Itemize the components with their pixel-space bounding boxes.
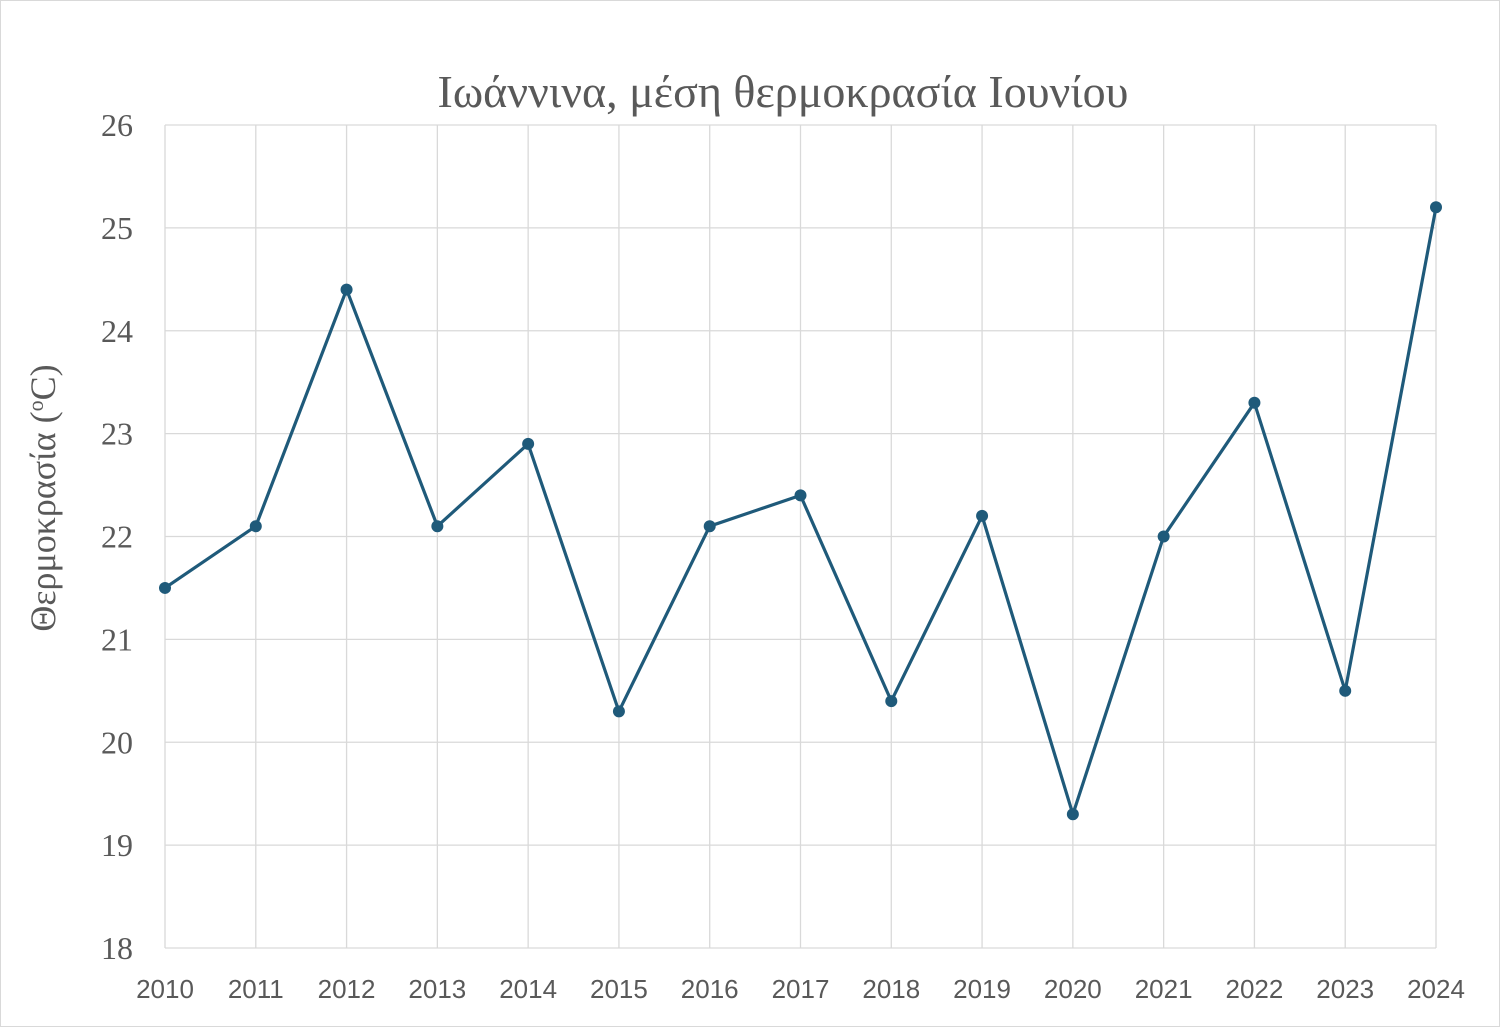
data-point bbox=[522, 437, 535, 450]
y-tick-label: 21 bbox=[101, 621, 133, 657]
x-tick-label: 2024 bbox=[1407, 974, 1465, 1004]
x-tick-label: 2012 bbox=[318, 974, 376, 1004]
data-point bbox=[1339, 684, 1352, 697]
series bbox=[159, 201, 1442, 821]
data-point bbox=[1066, 808, 1079, 821]
y-tick-label: 19 bbox=[101, 827, 133, 863]
y-tick-label: 25 bbox=[101, 210, 133, 246]
y-axis-label-degree: o bbox=[23, 400, 48, 411]
x-tick-label: 2010 bbox=[136, 974, 194, 1004]
x-tick-label: 2019 bbox=[953, 974, 1011, 1004]
x-tick-label: 2013 bbox=[408, 974, 466, 1004]
data-point bbox=[794, 489, 807, 502]
data-point bbox=[340, 283, 353, 296]
data-point bbox=[885, 695, 898, 708]
y-tick-label: 23 bbox=[101, 416, 133, 452]
data-point bbox=[1430, 201, 1442, 214]
x-tick-label: 2020 bbox=[1044, 974, 1102, 1004]
x-tick-label: 2022 bbox=[1226, 974, 1284, 1004]
x-tick-label: 2018 bbox=[862, 974, 920, 1004]
data-point bbox=[1248, 396, 1261, 409]
x-tick-label: 2011 bbox=[228, 974, 284, 1004]
y-tick-label: 26 bbox=[101, 107, 133, 143]
data-point bbox=[1157, 530, 1170, 543]
data-point bbox=[431, 520, 444, 533]
y-axis-label: Θερμοκρασία (oC) bbox=[23, 364, 64, 631]
data-point bbox=[612, 705, 625, 718]
x-tick-label: 2023 bbox=[1316, 974, 1374, 1004]
y-tick-label: 20 bbox=[101, 724, 133, 760]
y-axis-label-unit: C) bbox=[23, 364, 63, 400]
x-tick-label: 2017 bbox=[772, 974, 830, 1004]
y-axis-label-text: Θερμοκρασία ( bbox=[23, 411, 63, 631]
y-tick-label: 18 bbox=[101, 930, 133, 966]
y-tick-label: 24 bbox=[101, 313, 133, 349]
x-tick-label: 2015 bbox=[590, 974, 648, 1004]
data-point bbox=[159, 581, 171, 594]
data-point bbox=[249, 520, 262, 533]
data-point bbox=[703, 520, 716, 533]
chart-title: Ιωάννινα, μέση θερμοκρασία Ιουνίου bbox=[438, 66, 1129, 117]
grid bbox=[164, 124, 1437, 949]
x-tick-label: 2014 bbox=[499, 974, 557, 1004]
y-axis-ticks: 18 19 20 21 22 23 24 25 26 bbox=[101, 107, 133, 966]
x-tick-label: 2016 bbox=[681, 974, 739, 1004]
x-axis-ticks: 2010 2011 2012 2013 2014 2015 2016 2017 2018 2019… bbox=[136, 974, 1465, 1004]
data-point bbox=[976, 509, 989, 522]
x-tick-label: 2021 bbox=[1135, 974, 1193, 1004]
y-tick-label: 22 bbox=[101, 519, 133, 555]
